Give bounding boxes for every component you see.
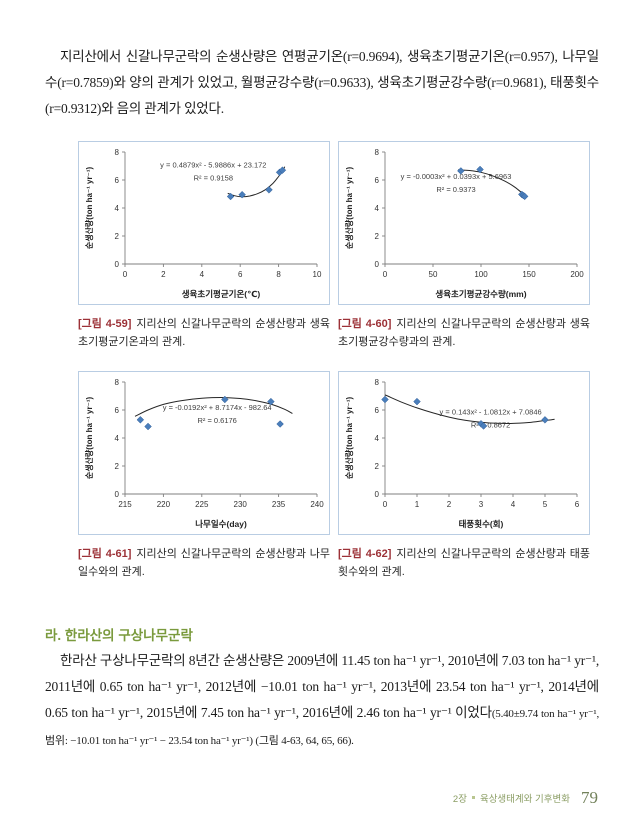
figure-4-61: 0 2 4 6 8 215 220 225 230 235 240 나무일수(day) 순생산량(ton… (78, 371, 330, 581)
scatter-chart-typhoons: 0 2 4 6 8 0 1 2 3 4 5 6 태풍횟수(회) 순생산량(ton ha⁻¹ yr⁻¹) y … (344, 378, 580, 529)
svg-text:y = -0.0192x² + 8.7174x - 982.: y = -0.0192x² + 8.7174x - 982.64 (163, 403, 272, 412)
svg-text:순생산량(ton ha⁻¹ yr⁻¹): 순생산량(ton ha⁻¹ yr⁻¹) (84, 397, 94, 480)
paragraph-hallasan-npp: 한라산 구상나무군락의 8년간 순생산량은 2009년에 11.45 ton h… (45, 648, 599, 754)
svg-text:생육초기평균기온(℃): 생육초기평균기온(℃) (182, 289, 261, 299)
svg-text:R² = 0.6176: R² = 0.6176 (197, 416, 236, 425)
svg-text:4: 4 (375, 434, 380, 443)
figure-caption-4-61: [그림 4-61] 지리산의 신갈나무군락의 순생산량과 나무일수와의 관계. (78, 546, 330, 581)
svg-text:4: 4 (115, 204, 120, 213)
figure-caption-4-60: [그림 4-60] 지리산의 신갈나무군락의 순생산량과 생육초기평균강수량과의 … (338, 316, 590, 351)
svg-text:215: 215 (118, 500, 132, 509)
paragraph-jirisan-correlations: 지리산에서 신갈나무군락의 순생산량은 연평균기온(r=0.9694), 생육초… (45, 49, 599, 116)
svg-text:10: 10 (313, 270, 322, 279)
footer-dot-separator (471, 796, 475, 799)
svg-text:R² = 0.9373: R² = 0.9373 (436, 185, 475, 194)
page-number: 79 (581, 788, 598, 807)
svg-text:R² = 0.9158: R² = 0.9158 (194, 174, 233, 183)
svg-text:4: 4 (115, 434, 120, 443)
svg-text:2: 2 (115, 232, 120, 241)
svg-text:8: 8 (115, 378, 120, 387)
svg-text:8: 8 (115, 148, 120, 157)
svg-text:생육초기평균강수량(mm): 생육초기평균강수량(mm) (435, 289, 526, 299)
svg-text:225: 225 (195, 500, 209, 509)
svg-text:2: 2 (161, 270, 166, 279)
chart-box-4-61: 0 2 4 6 8 215 220 225 230 235 240 나무일수(day) 순생산량(ton… (78, 371, 330, 535)
chart-box-4-62: 0 2 4 6 8 0 1 2 3 4 5 6 태풍횟수(회) 순생산량(ton ha⁻¹ yr⁻¹) y … (338, 371, 590, 535)
svg-text:8: 8 (375, 378, 380, 387)
svg-text:0: 0 (115, 490, 120, 499)
svg-text:150: 150 (522, 270, 536, 279)
figure-label: [그림 4-61] (78, 548, 132, 560)
scatter-chart-tree-days: 0 2 4 6 8 215 220 225 230 235 240 나무일수(day) 순생산량(ton… (84, 378, 324, 529)
svg-text:0: 0 (383, 270, 388, 279)
svg-text:R² = 0.8672: R² = 0.8672 (471, 420, 510, 429)
figure-4-59: 0 2 4 6 8 0 2 4 6 8 10 생육초기평균기온(℃) 순생산량(ton ha⁻¹ yr⁻… (78, 141, 330, 351)
svg-text:235: 235 (272, 500, 286, 509)
svg-text:5: 5 (543, 500, 548, 509)
svg-text:200: 200 (570, 270, 584, 279)
svg-text:태풍횟수(회): 태풍횟수(회) (459, 519, 504, 529)
figure-caption-text: 지리산의 신갈나무군락의 순생산량과 생육초기평균기온과의 관계. (78, 318, 331, 348)
svg-text:6: 6 (238, 270, 243, 279)
svg-text:0: 0 (383, 500, 388, 509)
svg-text:2: 2 (447, 500, 452, 509)
svg-text:0: 0 (115, 260, 120, 269)
svg-text:3: 3 (479, 500, 484, 509)
svg-text:6: 6 (115, 406, 120, 415)
svg-text:0: 0 (123, 270, 128, 279)
svg-text:순생산량(ton ha⁻¹ yr⁻¹): 순생산량(ton ha⁻¹ yr⁻¹) (344, 397, 354, 480)
svg-text:8: 8 (375, 148, 380, 157)
footer-chapter: 2장 (452, 793, 467, 805)
figure-label: [그림 4-62] (338, 548, 392, 560)
paragraph-note-text: (5.40±9.74 ton ha⁻¹ yr⁻¹, 범위: −10.01 ton… (45, 708, 599, 747)
svg-text:1: 1 (415, 500, 420, 509)
svg-text:6: 6 (115, 176, 120, 185)
svg-text:y = -0.0003x² + 0.0393x + 5.69: y = -0.0003x² + 0.0393x + 5.6963 (401, 172, 512, 181)
paragraph-main-text: 한라산 구상나무군락의 8년간 순생산량은 2009년에 11.45 ton h… (45, 653, 599, 720)
svg-text:나무일수(day): 나무일수(day) (195, 519, 247, 529)
svg-text:220: 220 (157, 500, 171, 509)
scatter-chart-precipitation: 0 2 4 6 8 0 50 100 150 200 생육초기평균강수량(mm) 순생산량(ton h… (344, 148, 584, 299)
figure-caption-4-59: [그림 4-59] 지리산의 신갈나무군락의 순생산량과 생육초기평균기온과의 관… (78, 316, 330, 351)
chart-box-4-60: 0 2 4 6 8 0 50 100 150 200 생육초기평균강수량(mm) 순생산량(ton h… (338, 141, 590, 305)
figure-label: [그림 4-60] (338, 318, 392, 330)
figure-label: [그림 4-59] (78, 318, 132, 330)
svg-text:100: 100 (474, 270, 488, 279)
page-footer: 2장 육상생태계와 기후변화 79 (453, 789, 598, 806)
svg-text:6: 6 (575, 500, 580, 509)
svg-text:8: 8 (276, 270, 281, 279)
figure-4-60: 0 2 4 6 8 0 50 100 150 200 생육초기평균강수량(mm) 순생산량(ton h… (338, 141, 590, 351)
svg-text:240: 240 (310, 500, 324, 509)
chart-box-4-59: 0 2 4 6 8 0 2 4 6 8 10 생육초기평균기온(℃) 순생산량(ton ha⁻¹ yr⁻… (78, 141, 330, 305)
svg-text:2: 2 (375, 232, 380, 241)
svg-text:0: 0 (375, 490, 380, 499)
footer-section-title: 육상생태계와 기후변화 (479, 793, 570, 805)
figure-caption-text: 지리산의 신갈나무군락의 순생산량과 태풍횟수와의 관계. (338, 548, 591, 578)
svg-text:y = 0.4879x² - 5.9886x + 23.17: y = 0.4879x² - 5.9886x + 23.172 (160, 161, 266, 170)
svg-text:4: 4 (511, 500, 516, 509)
figure-caption-4-62: [그림 4-62] 지리산의 신갈나무군락의 순생산량과 태풍횟수와의 관계. (338, 546, 590, 581)
svg-text:순생산량(ton ha⁻¹ yr⁻¹): 순생산량(ton ha⁻¹ yr⁻¹) (84, 167, 94, 250)
svg-text:0: 0 (375, 260, 380, 269)
scatter-chart-temperature: 0 2 4 6 8 0 2 4 6 8 10 생육초기평균기온(℃) 순생산량(ton ha⁻¹ yr⁻… (84, 148, 322, 299)
svg-text:y = 0.143x² - 1.0812x + 7.0846: y = 0.143x² - 1.0812x + 7.0846 (440, 407, 542, 416)
svg-text:2: 2 (375, 462, 380, 471)
figure-4-62: 0 2 4 6 8 0 1 2 3 4 5 6 태풍횟수(회) 순생산량(ton ha⁻¹ yr⁻¹) y … (338, 371, 590, 581)
svg-text:230: 230 (234, 500, 248, 509)
figure-caption-text: 지리산의 신갈나무군락의 순생산량과 생육초기평균강수량과의 관계. (338, 318, 591, 348)
svg-text:순생산량(ton ha⁻¹ yr⁻¹): 순생산량(ton ha⁻¹ yr⁻¹) (344, 167, 354, 250)
svg-text:6: 6 (375, 406, 380, 415)
svg-text:4: 4 (200, 270, 205, 279)
section-heading-hallasan: 라. 한라산의 구상나무군락 (45, 628, 193, 643)
svg-text:50: 50 (429, 270, 438, 279)
figure-caption-text: 지리산의 신갈나무군락의 순생산량과 나무일수와의 관계. (78, 548, 331, 578)
svg-text:6: 6 (375, 176, 380, 185)
svg-text:4: 4 (375, 204, 380, 213)
svg-text:2: 2 (115, 462, 120, 471)
